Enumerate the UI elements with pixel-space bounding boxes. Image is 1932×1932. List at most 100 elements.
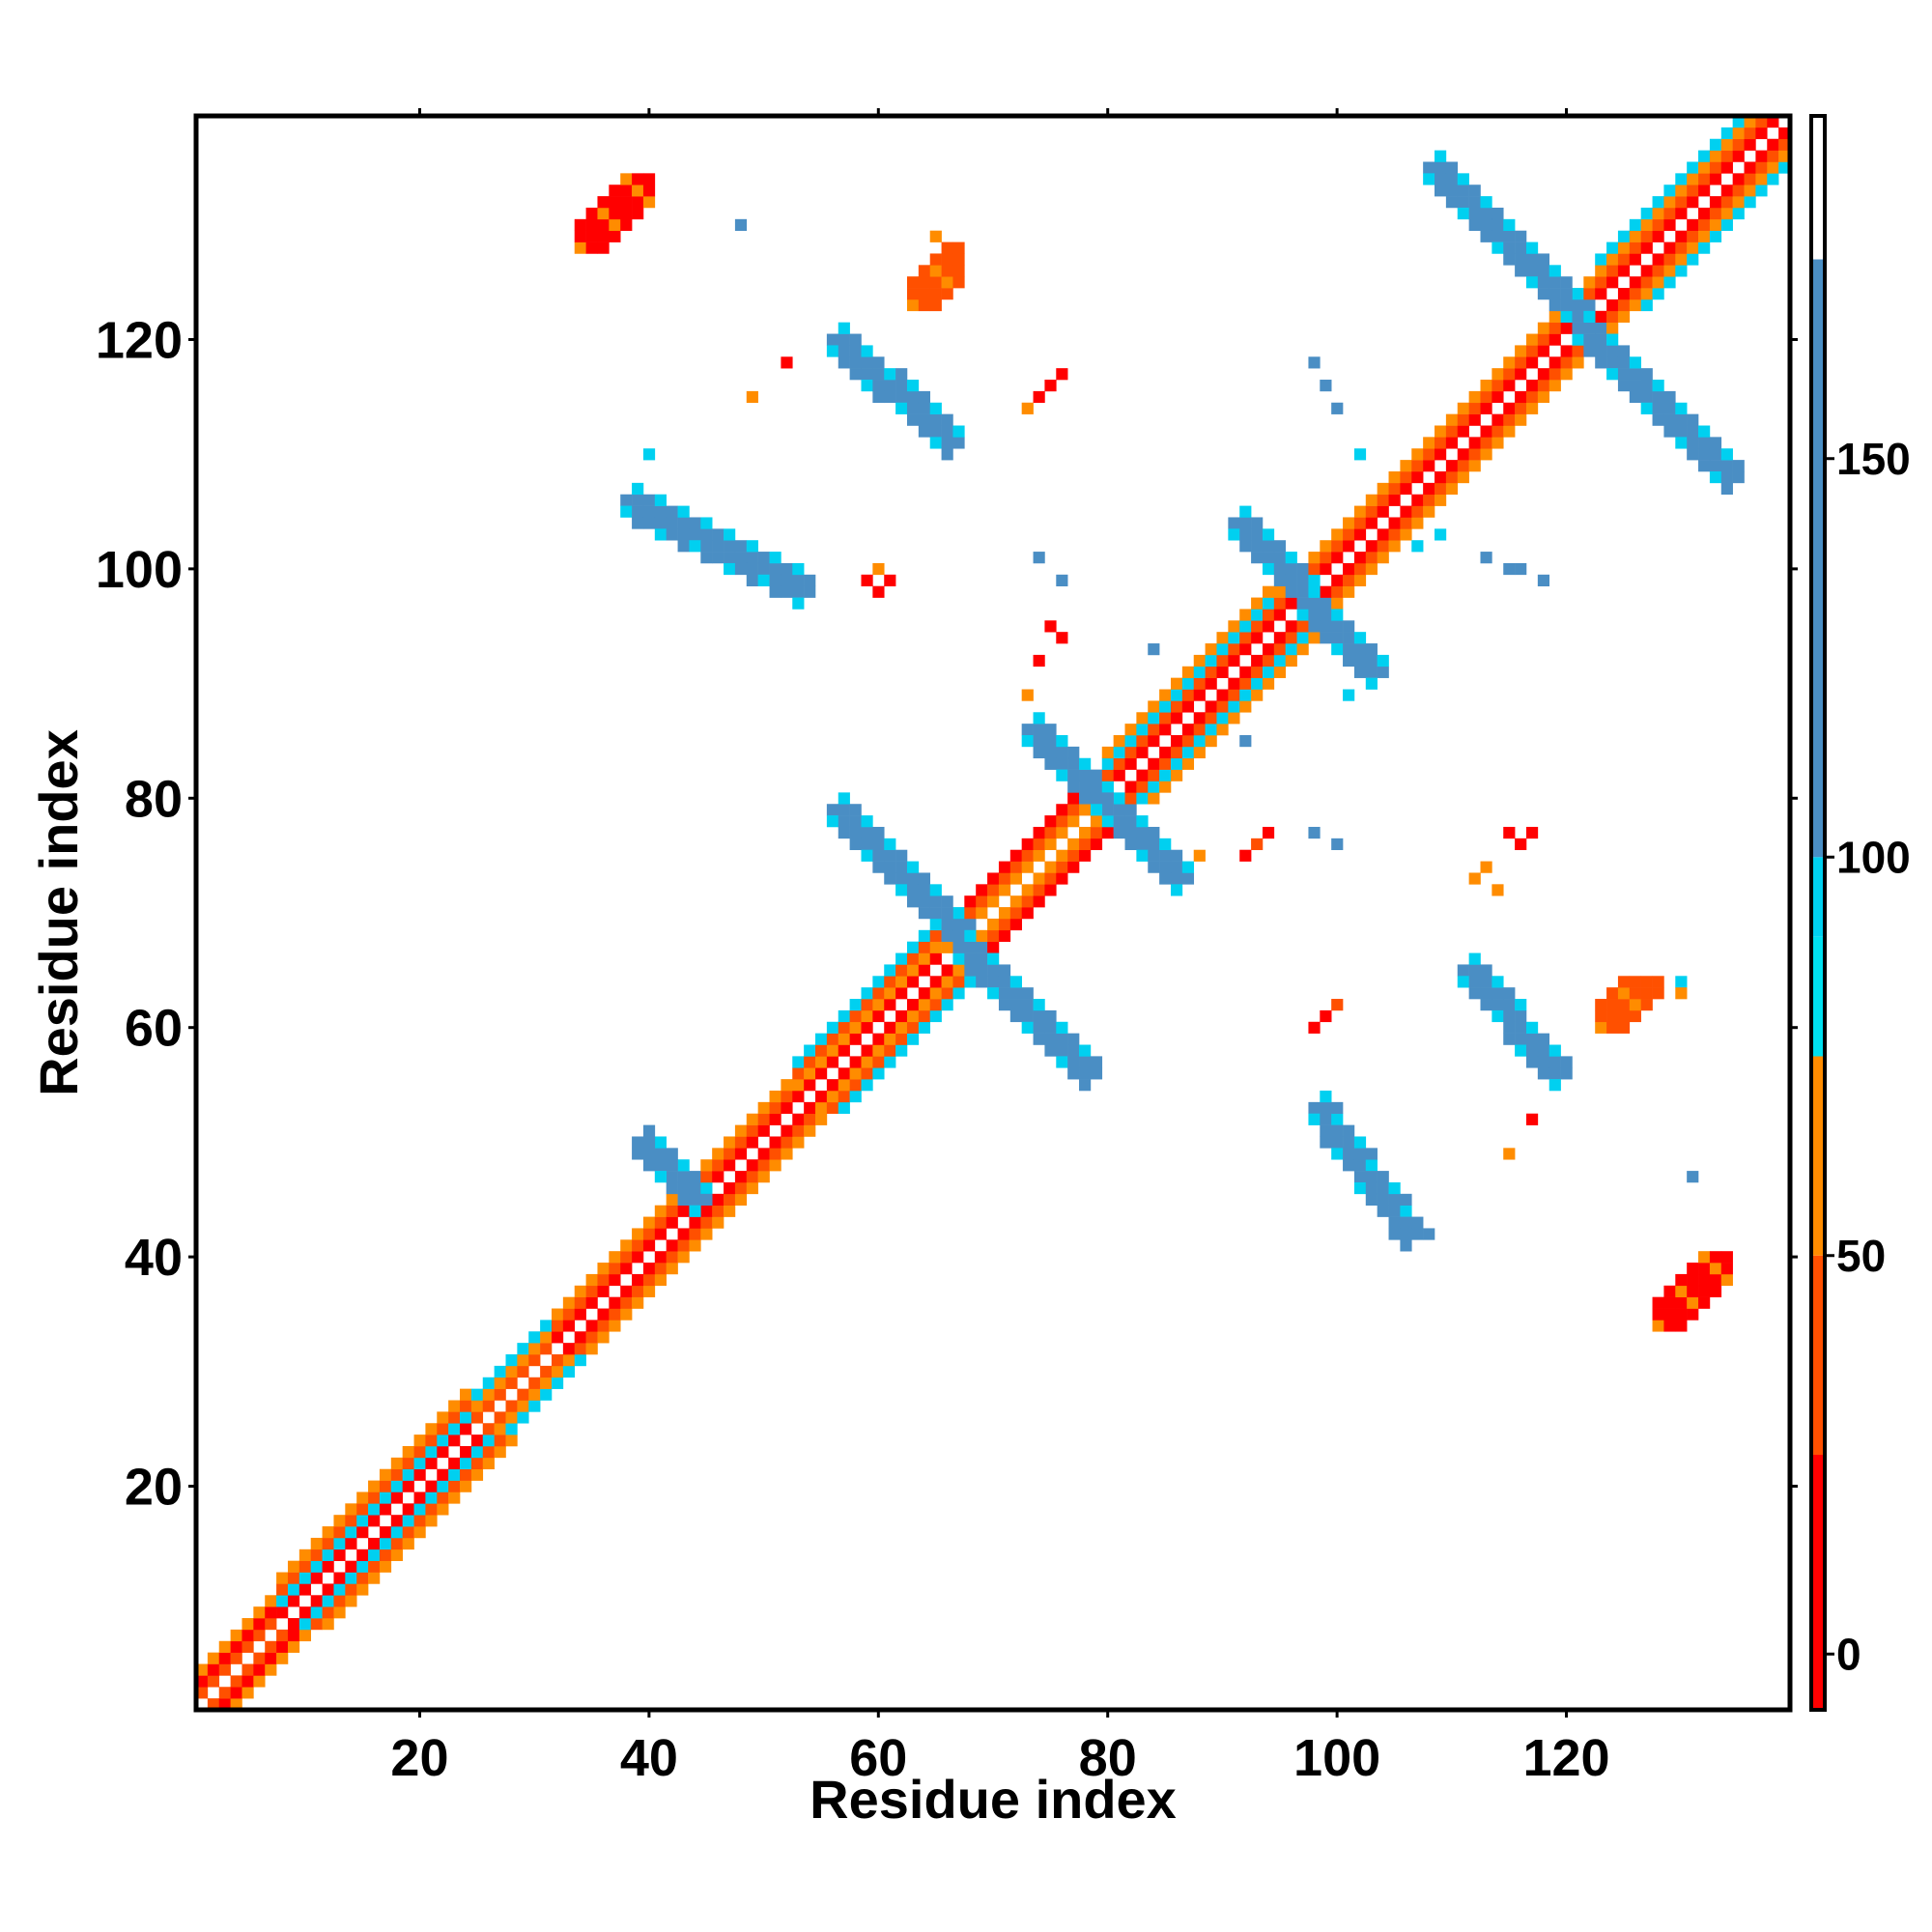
heatmap-cell bbox=[895, 872, 908, 885]
heatmap-cell bbox=[1388, 1181, 1401, 1195]
heatmap-cell bbox=[826, 815, 839, 828]
heatmap-cell bbox=[1640, 368, 1653, 381]
heatmap-cell bbox=[769, 574, 781, 586]
heatmap-cell bbox=[1698, 460, 1711, 472]
heatmap-cell bbox=[1033, 999, 1045, 1011]
heatmap-cell bbox=[620, 1308, 633, 1321]
heatmap-cell bbox=[1101, 815, 1114, 828]
heatmap-cell bbox=[1675, 1308, 1688, 1321]
heatmap-cell bbox=[1113, 757, 1125, 770]
heatmap-cell bbox=[1744, 173, 1756, 185]
heatmap-cell bbox=[562, 1365, 576, 1378]
heatmap-cell bbox=[1560, 288, 1573, 300]
heatmap-cell bbox=[1124, 826, 1137, 839]
heatmap-cell bbox=[298, 1572, 311, 1584]
heatmap-cell bbox=[1492, 413, 1504, 426]
heatmap-cell bbox=[1423, 460, 1435, 472]
heatmap-cell bbox=[482, 1400, 495, 1412]
heatmap-cell bbox=[1205, 712, 1217, 724]
heatmap-cell bbox=[884, 380, 896, 392]
heatmap-cell bbox=[1583, 298, 1596, 312]
heatmap-cell bbox=[1640, 230, 1653, 242]
heatmap-cell bbox=[1365, 552, 1378, 564]
heatmap-cell bbox=[1343, 1159, 1355, 1172]
heatmap-cell bbox=[804, 1044, 816, 1057]
heatmap-cell bbox=[1067, 849, 1080, 862]
heatmap-cell bbox=[642, 1239, 656, 1252]
heatmap-cell bbox=[1067, 1044, 1080, 1057]
colorbar-tick-label: 0 bbox=[1836, 1629, 1861, 1679]
heatmap-cell bbox=[1251, 552, 1264, 564]
heatmap-cell bbox=[345, 1515, 357, 1527]
heatmap-cell bbox=[1687, 1308, 1699, 1321]
heatmap-cell bbox=[322, 1537, 334, 1550]
heatmap-cell bbox=[333, 1606, 346, 1619]
heatmap-cell bbox=[448, 1411, 461, 1424]
heatmap-cell bbox=[987, 918, 1000, 931]
heatmap-cell bbox=[666, 1193, 678, 1206]
heatmap-cell bbox=[1503, 242, 1516, 254]
heatmap-cell bbox=[356, 1503, 369, 1516]
heatmap-cell bbox=[470, 1457, 484, 1470]
heatmap-cell bbox=[207, 1698, 220, 1711]
heatmap-cell bbox=[1079, 1044, 1092, 1057]
heatmap-cell bbox=[998, 929, 1011, 942]
heatmap-cell bbox=[941, 253, 953, 266]
heatmap-cell bbox=[1537, 333, 1550, 346]
heatmap-cell bbox=[1228, 528, 1240, 541]
heatmap-cell bbox=[368, 1492, 381, 1504]
heatmap-cell bbox=[1503, 402, 1516, 414]
heatmap-cell bbox=[642, 1228, 656, 1240]
heatmap-cell bbox=[1445, 161, 1459, 174]
colorbar bbox=[1809, 114, 1827, 1712]
heatmap-cell bbox=[1492, 884, 1504, 896]
heatmap-cell bbox=[906, 1033, 920, 1045]
heatmap-cell bbox=[1090, 838, 1103, 851]
heatmap-cell bbox=[757, 1113, 770, 1125]
heatmap-cell bbox=[1640, 265, 1653, 277]
heatmap-cell bbox=[585, 230, 598, 242]
heatmap-cell bbox=[368, 1515, 381, 1527]
heatmap-cell bbox=[196, 1663, 209, 1676]
heatmap-cell bbox=[987, 884, 1000, 896]
heatmap-cell bbox=[1216, 712, 1229, 724]
heatmap-cell bbox=[1640, 207, 1653, 220]
heatmap-cell bbox=[1033, 712, 1045, 724]
heatmap-cell bbox=[849, 356, 862, 369]
heatmap-cell bbox=[734, 562, 748, 576]
heatmap-cell bbox=[1457, 185, 1469, 197]
heatmap-cell bbox=[230, 1629, 242, 1642]
heatmap-cell bbox=[1720, 207, 1733, 220]
heatmap-cell bbox=[460, 1468, 472, 1481]
heatmap-cell bbox=[724, 528, 736, 541]
heatmap-cell bbox=[1331, 552, 1344, 564]
heatmap-cell bbox=[1365, 1148, 1378, 1160]
heatmap-cell bbox=[1044, 1009, 1057, 1023]
heatmap-cell bbox=[585, 1320, 598, 1332]
heatmap-cell bbox=[494, 1388, 506, 1401]
heatmap-cell bbox=[1572, 356, 1584, 369]
heatmap-cell bbox=[929, 230, 942, 242]
heatmap-cell bbox=[1285, 597, 1297, 610]
heatmap-cell bbox=[425, 1515, 438, 1527]
heatmap-cell bbox=[976, 895, 988, 908]
heatmap-cell bbox=[1113, 815, 1125, 828]
heatmap-cell bbox=[609, 218, 621, 231]
heatmap-cell bbox=[642, 185, 656, 197]
heatmap-cell bbox=[620, 1285, 633, 1297]
heatmap-cell bbox=[470, 1435, 484, 1447]
heatmap-cell bbox=[242, 1675, 254, 1688]
heatmap-cell bbox=[437, 1503, 449, 1516]
heatmap-cell bbox=[1480, 230, 1492, 242]
heatmap-cell bbox=[1675, 1285, 1688, 1297]
heatmap-cell bbox=[1353, 505, 1367, 518]
x-axis-title: Residue index bbox=[810, 1769, 1177, 1830]
heatmap-cell bbox=[769, 1159, 781, 1172]
heatmap-cell bbox=[815, 1044, 828, 1057]
heatmap-cell bbox=[242, 1629, 254, 1642]
heatmap-cell bbox=[1652, 288, 1664, 300]
heatmap-cell bbox=[1009, 987, 1022, 1000]
heatmap-cell bbox=[757, 574, 770, 586]
heatmap-cell bbox=[1021, 849, 1034, 862]
heatmap-cell bbox=[724, 562, 736, 576]
